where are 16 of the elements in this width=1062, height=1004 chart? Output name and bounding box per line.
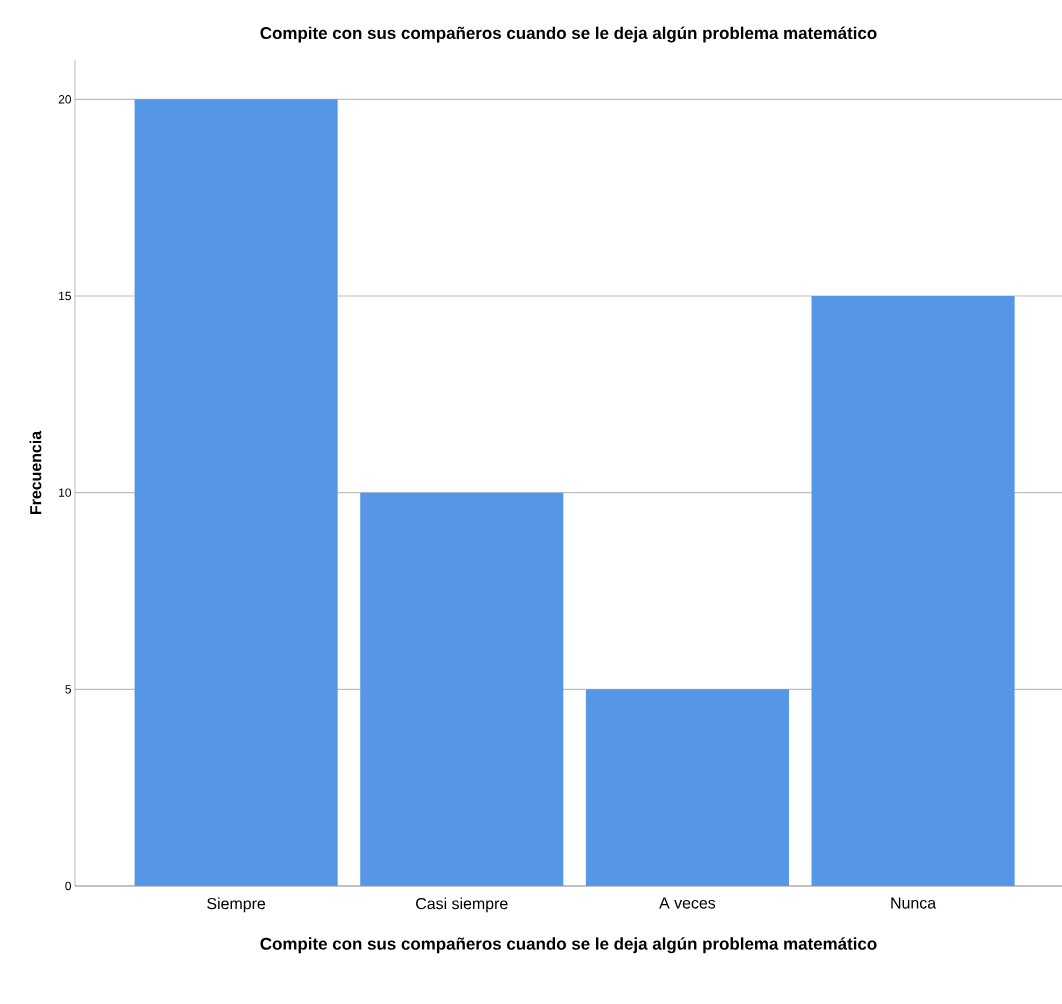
y-axis-title: Frecuencia xyxy=(29,430,42,515)
chart-title: Compite con sus compañeros cuando se le deja algún problema matemático xyxy=(260,26,877,43)
x-tick-label: Nunca xyxy=(891,897,937,909)
bar xyxy=(811,295,1015,886)
x-tick-label: A veces xyxy=(659,897,716,909)
y-tick-label: 15 xyxy=(59,291,71,301)
x-axis-title: Compite con sus compañeros cuando se le deja algún problema matemático xyxy=(260,937,877,954)
y-tick-label: 10 xyxy=(59,488,72,497)
x-tick-label: Casi siempre xyxy=(416,897,508,913)
bar xyxy=(585,689,789,886)
y-tick-label: 20 xyxy=(58,95,72,104)
bar xyxy=(360,492,564,886)
y-tick-label: 5 xyxy=(65,685,71,694)
x-tick-label: Siempre xyxy=(207,897,266,913)
bar xyxy=(134,99,338,886)
y-tick-label: 0 xyxy=(65,881,72,891)
